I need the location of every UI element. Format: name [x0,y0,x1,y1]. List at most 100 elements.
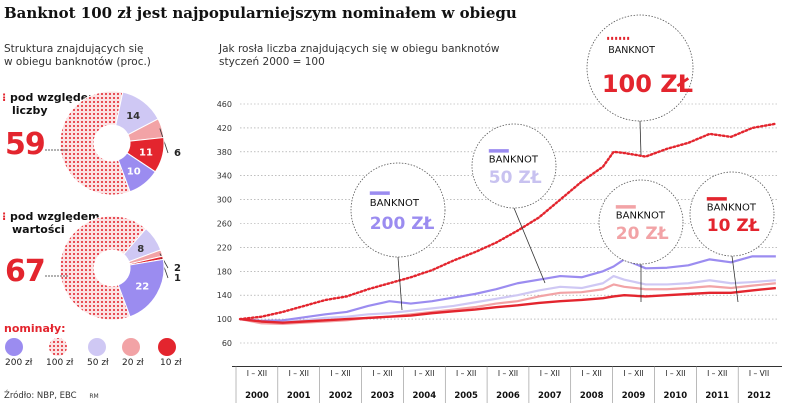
series-line-10 [239,286,776,324]
legend-swatch [5,338,23,356]
line-chart-series [238,122,778,325]
callout-leader [639,120,642,156]
callout-circle [598,179,684,265]
x-year-label: 2006 [496,391,520,401]
x-period-label: I – XII [540,369,560,378]
donut-count-highlight: 59 [5,127,46,162]
x-period-label: I – XII [623,369,643,378]
x-period-label: I – XII [498,369,518,378]
x-period-label: I – XII [414,369,434,378]
donut-value-highlight: 67 [5,254,46,289]
callout-value: 50 ZŁ [489,168,542,188]
donut-slice-label: 6 [174,148,181,159]
callout-leader [397,256,403,311]
legend-label-50: 50 zł [87,358,109,368]
x-axis-line [232,366,782,367]
donut-value-label: ⁝ pod względem wartości [2,210,100,236]
x-period-label: I – XII [372,369,392,378]
donut-slice-label: 2 [174,263,181,274]
donut-value: 8 21 22 [59,215,181,321]
donut-slice-label: 8 [137,244,144,255]
x-period-label: I – XII [665,369,685,378]
line-chart-grid: 60 100 140 180 220 260 300 340 380 420 460 [217,100,778,348]
callout-word: BANKNOT [707,203,757,214]
legend-swatch [158,338,176,356]
y-tick-label: 180 [217,267,232,276]
donut-slice [117,152,157,193]
legend-label-100: 100 zł [46,358,74,368]
x-period-label: I – XII [456,369,476,378]
dotted-marker-icon: ⁝ [2,210,11,223]
legend-swatch [88,338,106,356]
right-subtitle: Jak rosła liczba znajdujących się w obie… [219,43,500,68]
x-period-label: I – VII [749,369,769,378]
y-tick-label: 100 [217,315,232,324]
legend-title: nominały: [4,322,66,335]
credit-text: RM [89,393,99,400]
donut-charts: 14 6 11 10 8 21 22 [45,90,181,321]
x-year-label: 2011 [705,391,729,401]
x-year-label: 2008 [580,391,604,401]
callout-circle [586,14,694,122]
x-year-label: 2004 [412,391,436,401]
series-line-20 [239,282,776,325]
callout-leader [731,255,739,303]
x-period-label: I – XII [330,369,350,378]
x-period-label: I – XII [289,369,309,378]
donut-count-label: ⁝ pod względem liczby [2,91,100,117]
x-year-label: 2003 [371,391,395,401]
callout-circle [689,171,775,257]
donut-slice [59,215,147,321]
callout-value: 100 ZŁ [602,70,693,98]
callout-value: 10 ZŁ [707,216,760,236]
x-year-label: 2010 [664,391,688,401]
donut-count: 14 6 11 10 [59,90,181,196]
callout-value: 200 ZŁ [370,214,435,234]
x-year-label: 2007 [538,391,562,401]
y-tick-label: 140 [217,291,232,300]
y-tick-label: 60 [222,339,232,348]
legend-label-10: 10 zł [160,358,182,368]
y-tick-label: 340 [217,172,232,181]
y-tick-label: 300 [217,196,232,205]
x-year-label: 2005 [454,391,478,401]
donut-slice [59,90,131,196]
source-text: Źródło: NBP, EBC [4,391,77,401]
donut-slice-label: 14 [126,111,140,122]
x-period-label: I – XII [707,369,727,378]
x-period-label: I – XII [582,369,602,378]
series-line-100 [238,122,778,321]
callout-word: BANKNOT [370,198,420,209]
y-tick-label: 380 [217,148,232,157]
legend-swatches [5,338,176,356]
y-tick-label: 460 [217,100,232,109]
donut-slice [117,258,165,318]
donut-slice-label: 11 [139,147,153,158]
dotted-marker-icon: ⁝ [2,91,11,104]
series-line-200 [239,255,776,322]
x-year-label: 2009 [622,391,646,401]
callout-word: BANKNOT [608,45,655,56]
donut-slice-label: 10 [127,166,141,177]
legend-label-20: 20 zł [122,358,144,368]
chart-title: Banknot 100 zł jest najpopularniejszym n… [4,4,517,22]
x-year-label: 2000 [245,391,269,401]
callout-value: 20 ZŁ [616,224,669,244]
x-year-label: 2012 [747,391,771,401]
x-year-label: 2002 [329,391,353,401]
x-period-label: I – XII [247,369,267,378]
callout-word: BANKNOT [489,155,539,166]
donut-slice-label: 1 [174,273,181,284]
legend-swatch [122,338,140,356]
callout-word: BANKNOT [616,211,666,222]
x-year-label: 2001 [287,391,311,401]
y-tick-label: 420 [217,124,232,133]
callout-circle [350,162,446,258]
source-note: Źródło: NBP, EBC RM [4,391,99,401]
callout-leader [513,207,546,284]
legend-label-200: 200 zł [5,358,33,368]
callout-circle [471,123,557,209]
y-tick-label: 260 [217,220,232,229]
line-chart-x-axis: I – XII 2000 I – XII 2001 I – XII 2002 I – XII… [232,366,782,403]
series-line-50 [239,274,776,324]
